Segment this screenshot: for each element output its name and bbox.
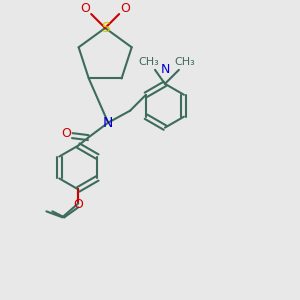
Text: CH₃: CH₃ xyxy=(139,57,159,67)
Text: S: S xyxy=(101,21,110,35)
Text: O: O xyxy=(61,127,71,140)
Text: O: O xyxy=(80,2,90,15)
Text: N: N xyxy=(160,63,170,76)
Text: N: N xyxy=(103,116,113,130)
Text: CH₃: CH₃ xyxy=(175,57,195,67)
Text: O: O xyxy=(73,198,83,212)
Text: O: O xyxy=(120,2,130,15)
